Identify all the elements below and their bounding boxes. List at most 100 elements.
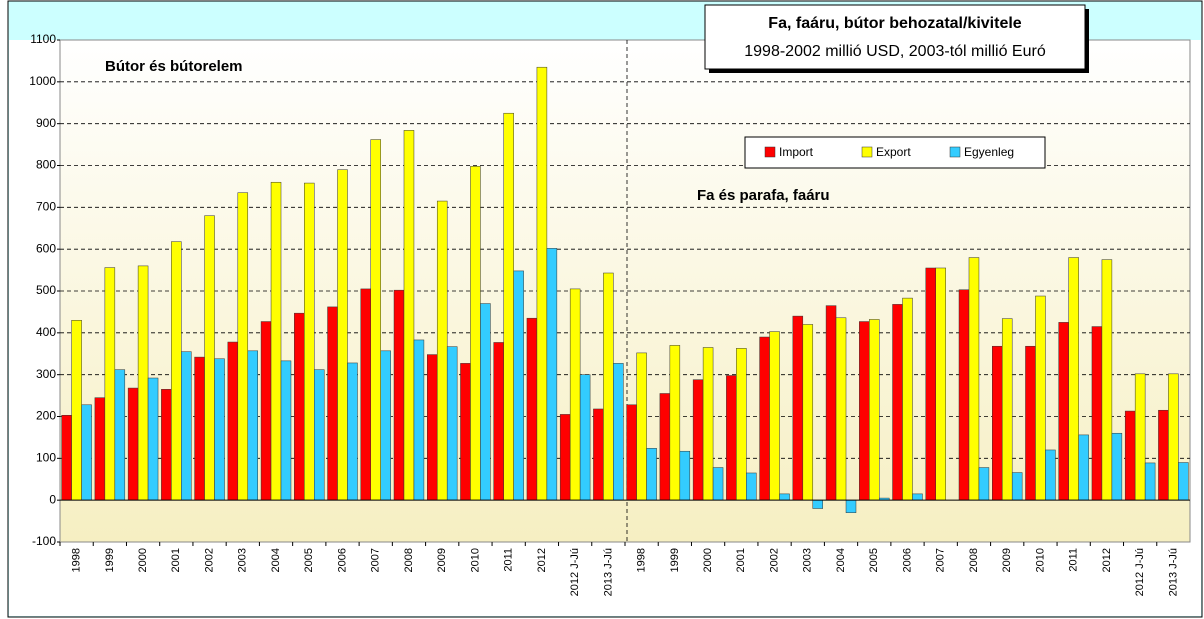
- y-tick-label: 600: [36, 241, 56, 255]
- bar: [992, 345, 1003, 501]
- chart-title: Fa, faáru, bútor behozatal/kivitele: [768, 15, 1021, 32]
- bar: [1078, 434, 1089, 501]
- bar: [1058, 322, 1069, 501]
- bar: [503, 112, 514, 501]
- bar: [802, 324, 814, 501]
- bar: [61, 414, 72, 501]
- bar: [360, 288, 372, 501]
- bar: [470, 166, 481, 501]
- bar: [327, 306, 338, 501]
- x-tick-label: 1999: [104, 548, 116, 572]
- bar: [978, 467, 990, 501]
- bar: [161, 389, 172, 501]
- bar: [769, 331, 780, 501]
- bar: [869, 319, 880, 501]
- y-tick-label: 800: [36, 158, 56, 172]
- bar: [370, 139, 381, 501]
- bar: [1068, 257, 1079, 501]
- y-tick-label: 1100: [30, 32, 56, 46]
- bar: [1178, 462, 1189, 501]
- legend-box: [744, 136, 1046, 169]
- bar: [892, 304, 903, 501]
- bar: [337, 169, 348, 501]
- x-tick-label: 2002: [768, 548, 780, 572]
- bar: [81, 404, 92, 501]
- bar: [1045, 449, 1056, 501]
- bar: [536, 66, 548, 501]
- x-tick-label: 2000: [702, 548, 714, 572]
- x-tick-label: 2007: [370, 548, 382, 572]
- x-tick-label: 2003: [237, 548, 249, 572]
- bar: [603, 272, 614, 501]
- legend-swatch: [949, 146, 961, 158]
- bar: [726, 375, 737, 501]
- bar: [1168, 373, 1179, 501]
- bar: [1158, 409, 1169, 501]
- x-tick-label: 2013 J-Jú: [602, 548, 614, 596]
- bar: [569, 288, 581, 501]
- bar: [669, 345, 681, 501]
- bar: [304, 182, 315, 501]
- bar: [181, 351, 192, 501]
- bar: [712, 467, 724, 501]
- bar: [513, 270, 524, 501]
- bar: [393, 289, 405, 501]
- x-tick-label: 2008: [403, 548, 415, 572]
- bar: [902, 297, 913, 501]
- bar: [958, 289, 970, 501]
- bar: [314, 369, 325, 501]
- bar: [679, 450, 691, 501]
- legend-label: Egyenleg: [964, 145, 1014, 159]
- x-tick-label: 2000: [137, 548, 149, 572]
- bar: [260, 321, 272, 501]
- x-tick-label: 2008: [968, 548, 980, 572]
- bar: [746, 472, 757, 501]
- bar: [779, 493, 790, 501]
- x-tick-label: 2011: [1068, 548, 1080, 572]
- bar: [237, 192, 249, 501]
- x-tick-label: 1998: [636, 548, 648, 572]
- x-tick-label: 2009: [436, 548, 448, 572]
- bar: [1111, 432, 1123, 501]
- y-tick-label: 400: [36, 325, 56, 339]
- x-tick-label: 2001: [735, 548, 747, 572]
- bar: [526, 317, 538, 501]
- bar: [1144, 462, 1156, 501]
- bar: [636, 352, 647, 501]
- x-tick-label: 2010: [469, 548, 481, 572]
- bar: [559, 414, 571, 501]
- y-tick-label: 700: [36, 200, 56, 214]
- x-tick-label: 2004: [270, 548, 282, 572]
- bar: [127, 387, 139, 501]
- bar: [912, 493, 923, 501]
- x-tick-label: 2012 J-Jú: [1134, 548, 1146, 596]
- bar: [835, 317, 847, 501]
- legend-swatch: [764, 146, 776, 158]
- bar: [194, 356, 205, 501]
- bar: [613, 363, 624, 501]
- bar: [1101, 259, 1113, 501]
- bar: [171, 241, 182, 501]
- x-tick-label: 2005: [868, 548, 880, 572]
- x-tick-label: 2012: [536, 548, 548, 572]
- bar: [825, 305, 837, 501]
- x-tick-label: 1999: [669, 548, 681, 572]
- bar: [347, 362, 358, 501]
- bar: [294, 312, 305, 501]
- bar: [71, 320, 82, 501]
- x-tick-label: 2010: [1034, 548, 1046, 572]
- legend-label: Export: [876, 145, 911, 159]
- bar: [593, 408, 604, 501]
- bar: [94, 397, 106, 501]
- bar: [968, 257, 980, 501]
- bar: [1035, 295, 1046, 501]
- annotation: Bútor és bútorelem: [105, 58, 243, 75]
- bar: [1001, 318, 1013, 501]
- bar: [546, 248, 558, 501]
- x-tick-label: 2004: [835, 548, 847, 572]
- chart-subtitle: 1998-2002 millió USD, 2003-tól millió Eu…: [744, 43, 1046, 60]
- bar: [579, 374, 591, 501]
- bar: [646, 448, 657, 501]
- bar: [759, 336, 770, 501]
